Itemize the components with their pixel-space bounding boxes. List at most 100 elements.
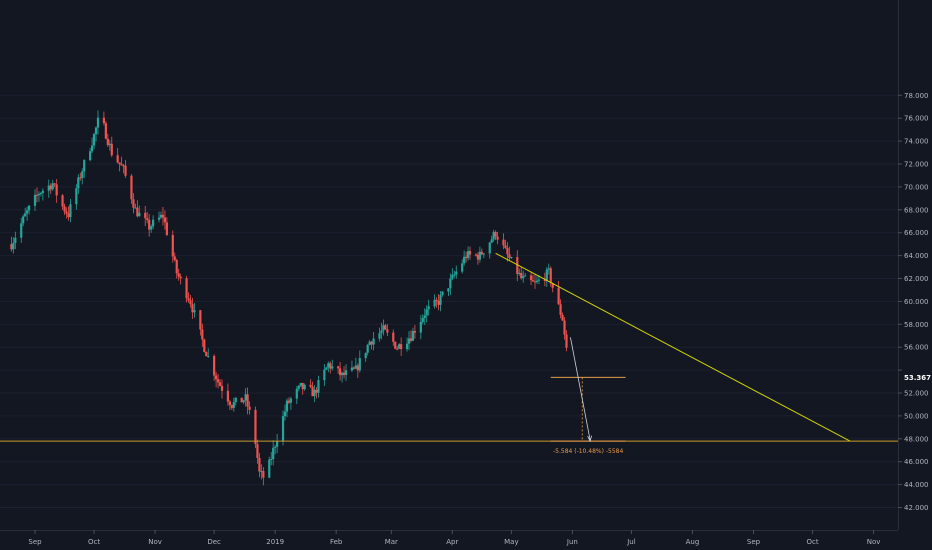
candle-body: [565, 334, 568, 348]
candle-body: [516, 257, 519, 274]
candle-body: [49, 185, 52, 190]
candle-body: [77, 177, 80, 189]
candle-body: [268, 459, 271, 478]
candle-body: [148, 219, 151, 230]
candle-body: [449, 278, 452, 289]
candle-body: [47, 185, 50, 191]
candle-body: [435, 299, 438, 301]
candle-body: [248, 406, 251, 410]
candle-body: [122, 165, 125, 167]
candle-body: [520, 272, 523, 279]
candle-body: [108, 143, 111, 146]
candle-body: [423, 315, 426, 318]
candle-body: [518, 272, 521, 274]
candle-body: [356, 365, 359, 371]
candle-body: [187, 298, 190, 301]
candle-body: [130, 175, 133, 200]
projection-arrow[interactable]: [570, 337, 591, 441]
candle-body: [303, 384, 306, 390]
candle-body: [136, 207, 139, 217]
time-tick-label: Mar: [385, 538, 398, 546]
candle-body: [427, 306, 430, 310]
candle-body: [22, 216, 25, 224]
candle-body: [463, 256, 466, 264]
candle-body: [262, 471, 265, 478]
candle-body: [413, 331, 417, 333]
candle-body: [563, 320, 566, 335]
candle-body: [439, 294, 442, 305]
candle-body: [490, 239, 493, 243]
candle-body: [24, 213, 27, 217]
candle-body: [254, 409, 257, 445]
candle-body: [352, 367, 355, 369]
candle-body: [193, 310, 196, 313]
trendline[interactable]: [495, 252, 851, 442]
candle-body: [299, 382, 302, 386]
candle-body: [274, 446, 277, 448]
candle-body: [329, 363, 332, 369]
time-tick-label: Dec: [207, 538, 221, 546]
candle-body: [83, 160, 86, 172]
time-tick-label: Aug: [686, 538, 700, 546]
candle-body: [311, 386, 314, 397]
price-tick-label: 62.000: [904, 275, 929, 283]
candle-body: [27, 205, 31, 211]
candle-body: [53, 183, 56, 185]
candle-body: [246, 394, 249, 407]
candle-body: [382, 325, 385, 331]
candle-body: [55, 184, 58, 196]
candle-body: [461, 263, 464, 272]
price-tick-label: 60.000: [904, 298, 929, 306]
candle-body: [272, 447, 275, 460]
candle-body: [146, 218, 149, 220]
candle-body: [547, 268, 550, 270]
candle-body: [177, 273, 180, 277]
candle-body: [313, 389, 316, 397]
candle-body: [455, 271, 458, 275]
candle-body: [216, 379, 220, 383]
candle-body: [380, 330, 383, 334]
candle-body: [285, 400, 289, 412]
candle-body: [339, 368, 342, 376]
candle-body: [492, 232, 495, 240]
candle-body: [370, 341, 373, 345]
candle-body: [510, 257, 513, 259]
price-tick-label: 68.000: [904, 206, 929, 214]
candle-body: [244, 394, 247, 401]
time-tick-label: Oct: [88, 538, 100, 546]
candle-body: [350, 367, 354, 371]
candle-body: [557, 287, 560, 305]
candle-body: [33, 194, 37, 206]
candle-body: [150, 226, 153, 230]
candle-body: [400, 344, 403, 350]
candle-body: [242, 400, 245, 403]
candle-body: [203, 339, 206, 352]
candle-body: [283, 411, 287, 417]
candle-body: [549, 268, 552, 284]
time-axis[interactable]: Sep Oct Nov Dec 2019 Feb Mar Apr May Jun Jul Aug Sep…: [28, 530, 880, 546]
candle-body: [69, 204, 72, 218]
time-tick-label: Jul: [626, 538, 636, 546]
candle-body: [173, 256, 176, 261]
candle-body: [453, 274, 456, 276]
candle-body: [79, 177, 82, 179]
candle-body: [447, 288, 450, 292]
time-tick-label: Sep: [28, 538, 42, 546]
candle-body: [12, 243, 15, 250]
candle-body: [39, 193, 43, 195]
price-axis[interactable]: 42.000 44.000 46.000 48.000 50.000 52.000 56.0…: [898, 92, 932, 512]
candle-body: [213, 355, 216, 376]
candle-body: [256, 444, 259, 458]
price-tick-label: 76.000: [904, 115, 929, 123]
candle-body: [258, 457, 261, 472]
candle-body: [551, 283, 554, 288]
candle-body: [301, 382, 304, 390]
candle-body: [260, 471, 263, 473]
candle-body: [529, 275, 533, 281]
candle-body: [543, 279, 546, 281]
candle-body: [451, 274, 454, 279]
candle-body: [144, 212, 147, 219]
candle-body: [344, 370, 348, 375]
candle-body: [368, 341, 371, 345]
